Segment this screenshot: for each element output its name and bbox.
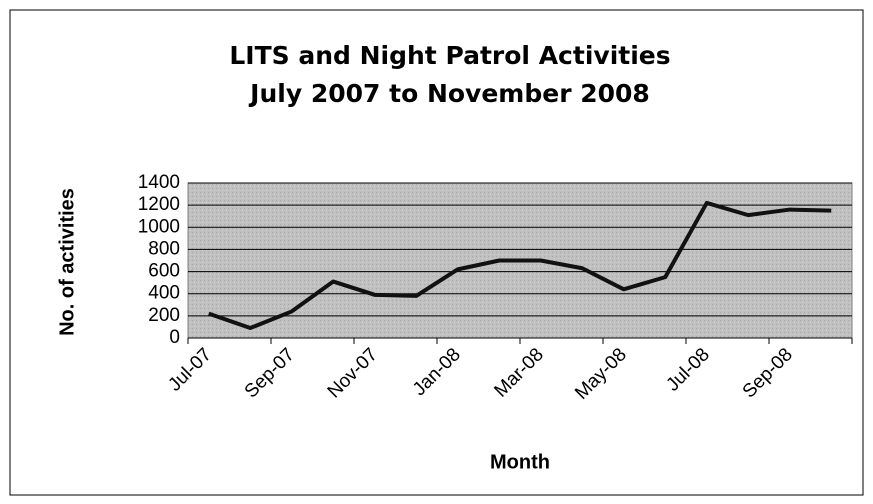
y-tick-label: 400 [148, 283, 180, 304]
y-tick-label: 1400 [138, 172, 180, 193]
y-tick-label: 200 [148, 305, 180, 326]
y-tick-label: 1200 [138, 194, 180, 215]
chart-title: LITS and Night Patrol Activities [229, 41, 670, 70]
y-tick-label: 800 [148, 238, 180, 259]
chart-subtitle: July 2007 to November 2008 [248, 79, 650, 108]
y-tick-label: 600 [148, 261, 180, 282]
line-series [208, 200, 832, 331]
y-tick-label: 1000 [138, 216, 180, 237]
x-axis-label: Month [490, 451, 550, 473]
y-axis-label: No. of activities [56, 188, 78, 336]
y-tick-label: 0 [169, 327, 180, 348]
